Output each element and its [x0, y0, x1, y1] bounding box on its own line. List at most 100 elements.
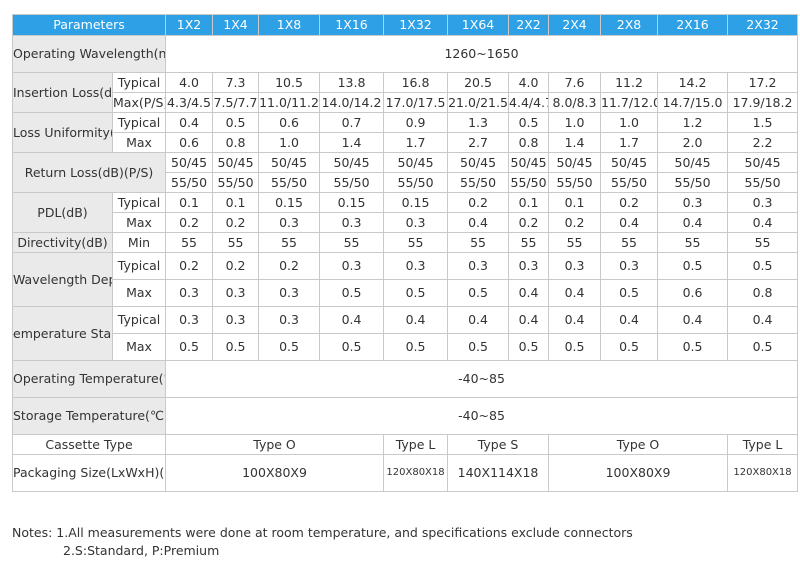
header-1x4: 1X4: [212, 14, 260, 36]
header-2x32: 2X32: [727, 14, 799, 36]
packaging-label: Packaging Size(LxWxH)(mm): [11, 454, 167, 492]
value-cell: 0.2: [600, 192, 659, 213]
temp_stability-label: emperature Stablity (-40~85℃)(dB): [12, 306, 113, 361]
value-cell: 0.3: [548, 252, 602, 280]
notes: Notes: 1.All measurements were done at r…: [12, 524, 633, 560]
value-cell: 0.3: [600, 252, 659, 280]
value-cell: 0.5: [447, 333, 510, 361]
packaging-value: 120X80X18: [727, 454, 799, 492]
value-cell: 0.3: [447, 252, 510, 280]
value-cell: 1.4: [548, 132, 602, 153]
value-cell: 55: [447, 232, 510, 253]
cassette-value: Type O: [165, 434, 385, 455]
value-cell: 21.0/21.5: [447, 92, 510, 113]
value-cell: 7.6: [548, 72, 602, 93]
value-cell: 55/50: [319, 172, 385, 193]
value-cell: 1.0: [600, 112, 659, 133]
value-cell: 0.4: [319, 306, 385, 334]
sub-label: Min: [111, 232, 167, 253]
sub-label: Max: [111, 212, 167, 233]
value-cell: 0.3: [165, 306, 214, 334]
header-1x32: 1X32: [383, 14, 449, 36]
uniformity-typical-row: Loss Uniformity(dB)Typical0.40.50.60.70.…: [12, 112, 799, 153]
value-cell: 0.4: [657, 306, 729, 334]
value-cell: 0.3: [508, 252, 550, 280]
value-cell: 55: [165, 232, 214, 253]
insertion-typical-row: Insertion Loss(dB)Typical4.07.310.513.81…: [12, 72, 799, 113]
value-cell: 0.4: [165, 112, 214, 133]
value-cell: 0.4: [508, 306, 550, 334]
wavelength-value: 1260~1650: [165, 35, 799, 73]
value-cell: 4.4/4.7: [508, 92, 550, 113]
value-cell: 2.0: [657, 132, 729, 153]
value-cell: 50/45: [727, 152, 799, 173]
value-cell: 55: [600, 232, 659, 253]
value-cell: 0.3: [212, 279, 260, 307]
value-cell: 0.8: [212, 132, 260, 153]
value-cell: 50/45: [548, 152, 602, 173]
packaging-value: 100X80X9: [548, 454, 729, 492]
value-cell: 4.0: [508, 72, 550, 93]
sub-label: Typical: [111, 72, 167, 93]
value-cell: 55/50: [548, 172, 602, 193]
value-cell: 0.9: [383, 112, 449, 133]
value-cell: 55/50: [212, 172, 260, 193]
value-cell: 0.6: [258, 112, 321, 133]
sub-label: Typical: [111, 306, 167, 334]
return-loss-row-1: Return Loss(dB)(P/S) 50/45 50/45 50/45 50/45…: [11, 152, 799, 193]
value-cell: 55/50: [447, 172, 510, 193]
value-cell: 0.4: [600, 306, 659, 334]
value-cell: 0.5: [600, 333, 659, 361]
value-cell: 13.8: [319, 72, 385, 93]
wavelength-row: Operating Wavelength(nm)1260~1650: [11, 35, 799, 73]
value-cell: 0.5: [447, 279, 510, 307]
value-cell: 0.2: [548, 212, 602, 233]
directivity-label: Directivity(dB): [12, 232, 113, 253]
value-cell: 0.2: [165, 212, 214, 233]
uniformity-label: Loss Uniformity(dB): [12, 112, 113, 153]
header-parameters: Parameters: [11, 14, 167, 36]
value-cell: 0.2: [212, 252, 260, 280]
value-cell: 50/45: [447, 152, 510, 173]
value-cell: 2.2: [727, 132, 799, 153]
packaging-value: 100X80X9: [165, 454, 385, 492]
storage-temp-row: Storage Temperature(℃) -40~85: [11, 397, 799, 435]
cassette-label: Cassette Type: [11, 434, 167, 455]
operating-temp-value: -40~85: [165, 360, 799, 398]
value-cell: 0.2: [508, 212, 550, 233]
header-row: Parameters 1X2 1X4 1X8 1X16 1X32 1X64 2X2 2X4 2X8…: [11, 14, 799, 36]
value-cell: 50/45: [319, 152, 385, 173]
value-cell: 0.6: [657, 279, 729, 307]
insertion-max-row: Max(P/S) 4.3/4.5 7.5/7.7 11.0/11.2 14.0/14.2…: [13, 92, 799, 113]
storage-temp-value: -40~85: [165, 397, 799, 435]
value-cell: 0.1: [212, 192, 260, 213]
value-cell: 0.3: [383, 252, 449, 280]
sub-label: Max(P/S): [111, 92, 167, 113]
value-cell: 20.5: [447, 72, 510, 93]
value-cell: 55/50: [508, 172, 550, 193]
value-cell: 2.7: [447, 132, 510, 153]
storage-temp-label: Storage Temperature(℃): [11, 397, 167, 435]
value-cell: 55/50: [727, 172, 799, 193]
value-cell: 0.5: [212, 333, 260, 361]
value-cell: 0.2: [447, 192, 510, 213]
value-cell: 50/45: [600, 152, 659, 173]
value-cell: 50/45: [212, 152, 260, 173]
directivity-row: Directivity(dB) Min 55 55 55 55 55 55 55 55 55 55 55: [12, 232, 799, 253]
value-cell: 55/50: [657, 172, 729, 193]
value-cell: 0.5: [657, 333, 729, 361]
value-cell: 0.3: [258, 306, 321, 334]
value-cell: 0.5: [212, 112, 260, 133]
cassette-value: Type L: [383, 434, 449, 455]
header-1x8: 1X8: [258, 14, 321, 36]
packaging-value: 140X114X18: [447, 454, 550, 492]
pdl-max-row: Max 0.2 0.2 0.3 0.3 0.3 0.4 0.2 0.2 0.4 0.4 0.4: [13, 212, 799, 233]
value-cell: 0.5: [319, 279, 385, 307]
value-cell: 0.3: [383, 212, 449, 233]
wdl-max-row: Max 0.3 0.3 0.3 0.5 0.5 0.5 0.4 0.4 0.5 0.6 0.8: [13, 279, 799, 307]
table-body: Operating Wavelength(nm)1260~1650Inserti…: [11, 35, 799, 492]
cassette-value: Type S: [447, 434, 550, 455]
value-cell: 14.2: [657, 72, 729, 93]
value-cell: 0.5: [165, 333, 214, 361]
value-cell: 0.4: [727, 212, 799, 233]
